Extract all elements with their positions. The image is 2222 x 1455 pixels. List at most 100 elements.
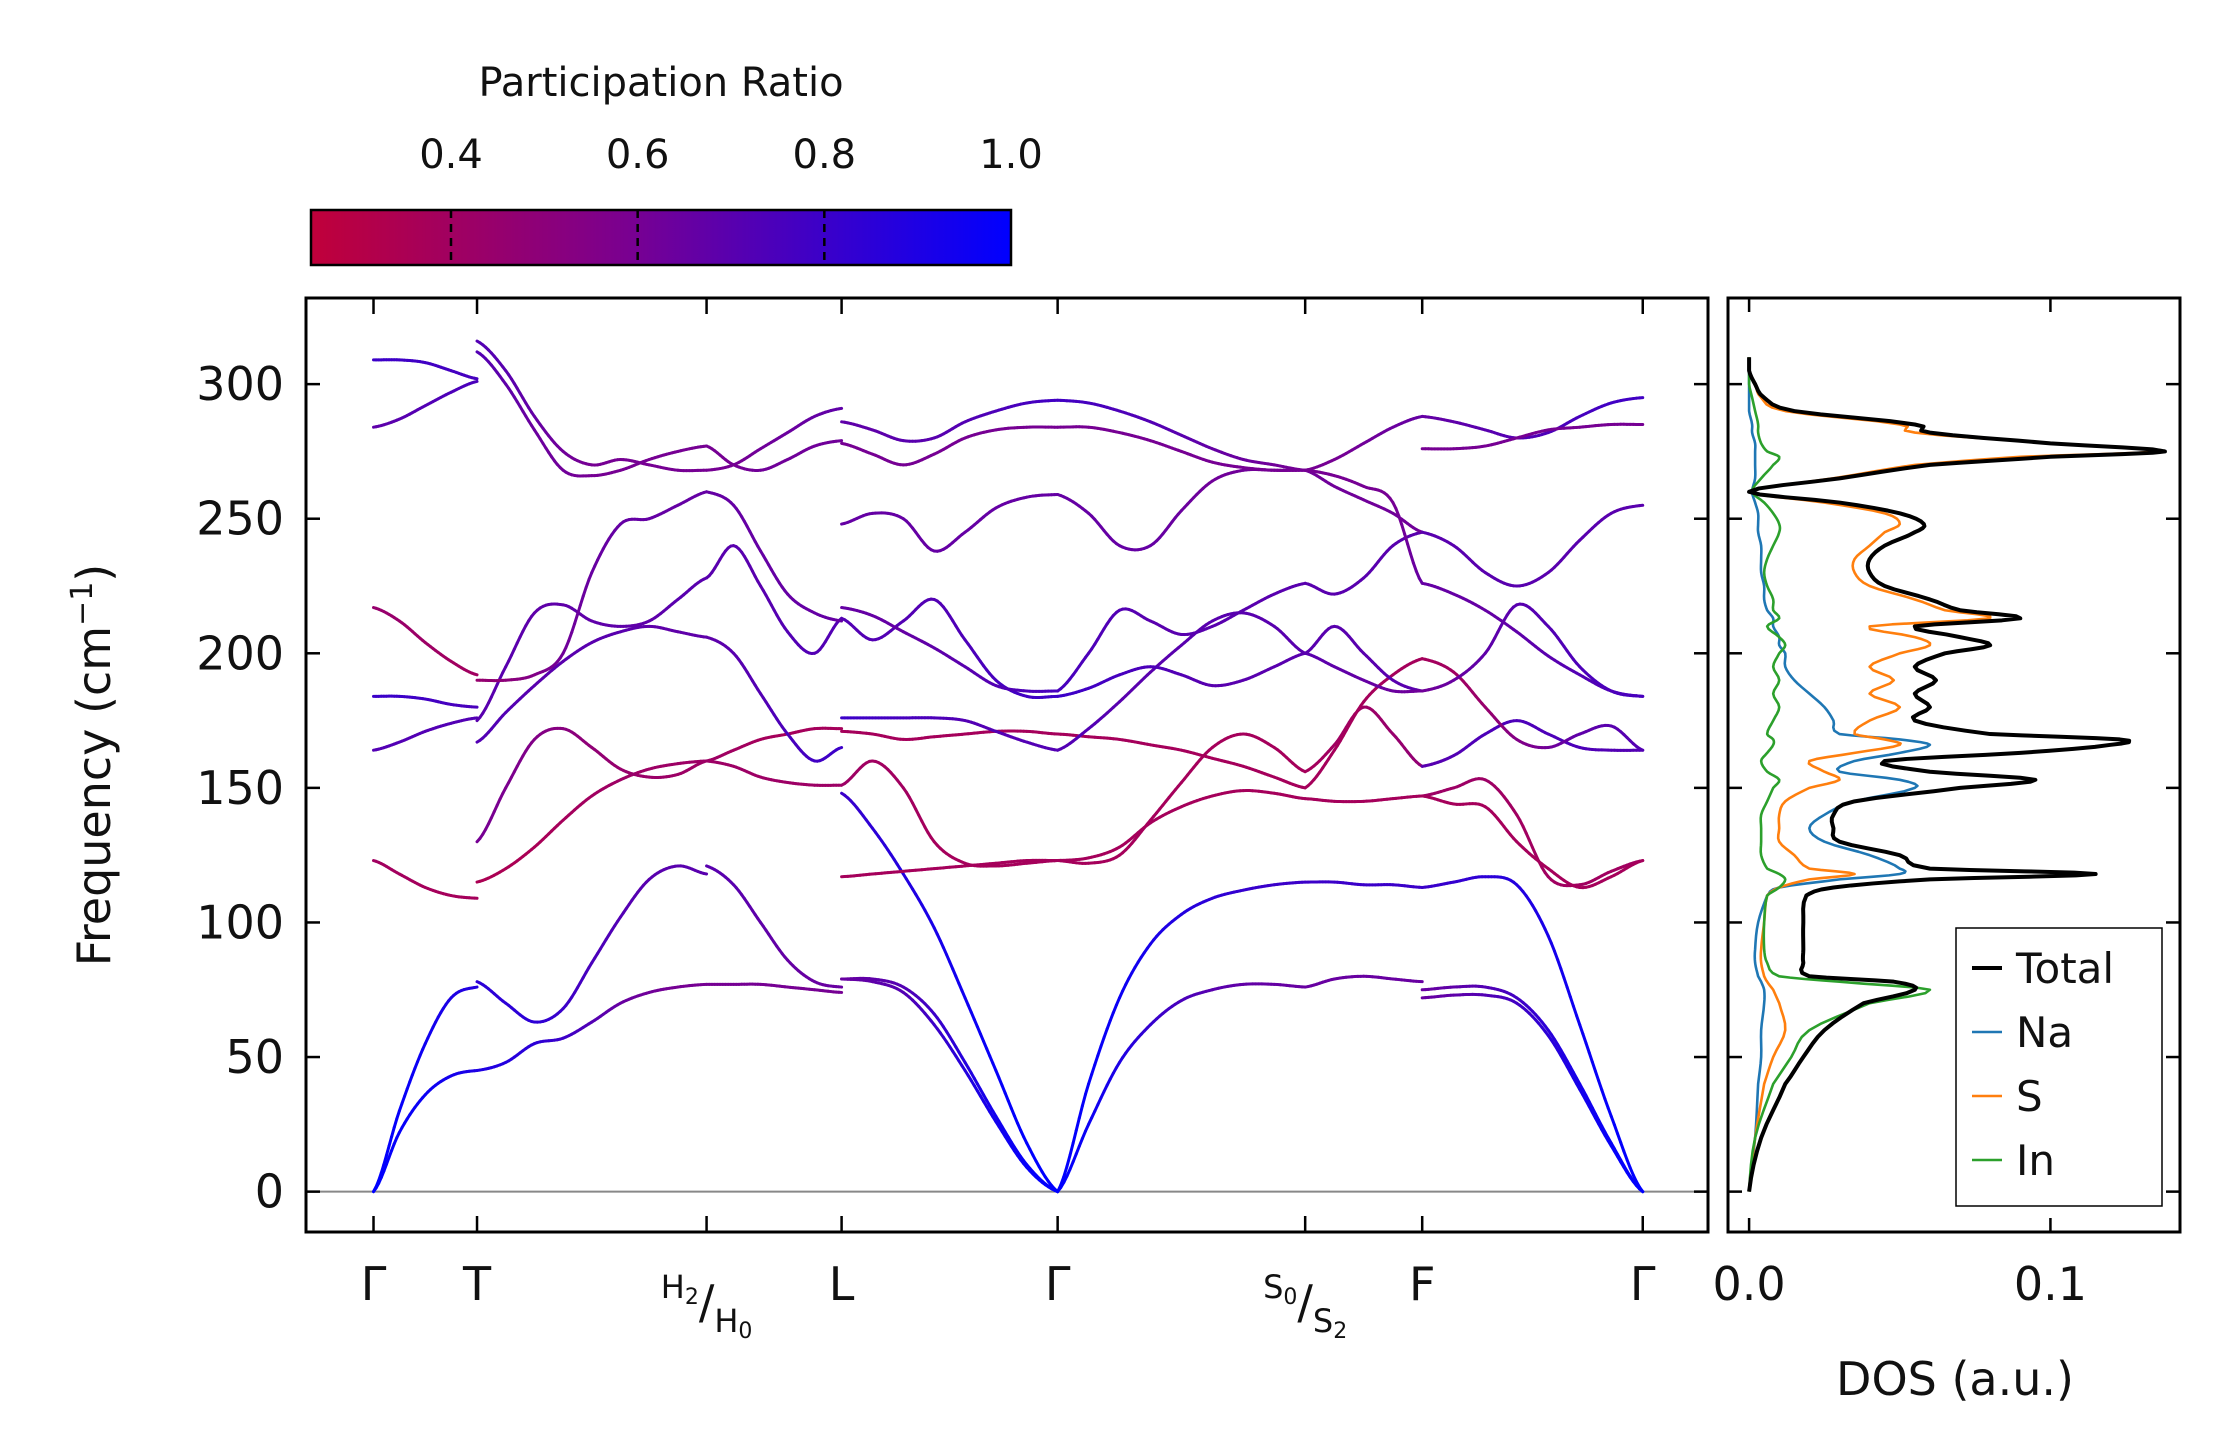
phonon-band-segment [1571, 1004, 1579, 1018]
phonon-band-segment [570, 622, 577, 634]
legend-label-na: Na [2016, 1008, 2073, 1057]
phonon-band-segment [1406, 542, 1412, 556]
phonon-band-segment [1099, 1036, 1106, 1048]
phonon-band-segment [382, 1153, 388, 1166]
dos-series-total [1747, 357, 2167, 1192]
phonon-band-segment [1565, 985, 1572, 999]
phonon-band-segment [573, 613, 579, 626]
phonon-band-segment [1553, 949, 1560, 962]
colorbar-tick-label: 0.4 [419, 132, 483, 178]
phonon-band-segment [1606, 1106, 1613, 1118]
phonon-band-segment [1619, 1140, 1626, 1153]
dos-x-tick-label: 0.0 [1713, 1257, 1786, 1311]
k-label: T [462, 1257, 492, 1311]
legend-label-total: Total [2015, 944, 2114, 993]
phonon-band-segment [575, 603, 582, 617]
frequency-axis-title: Frequency (cm−1) [65, 564, 121, 967]
y-tick-label: 250 [196, 492, 284, 546]
phonon-band-segment [472, 379, 479, 384]
phonon-band-segment [1638, 859, 1645, 864]
phonon-band-segment [1597, 1079, 1604, 1092]
y-tick-label: 150 [196, 761, 284, 815]
dos-curves [1747, 357, 2167, 1192]
dos-x-tick-label: 0.1 [2014, 1257, 2087, 1311]
phonon-band-segment [392, 1117, 399, 1129]
ylabel-main: Frequency (cm [67, 626, 121, 966]
phonon-band-segment [1400, 523, 1407, 536]
legend-label-s: S [2016, 1072, 2043, 1121]
k-label: H2/H0 [661, 1268, 753, 1344]
phonon-band-segment [581, 586, 588, 598]
frequency-axis-ticks: 0 50 100 150 200 250 300 [196, 357, 1708, 1219]
y-tick-label: 200 [196, 626, 284, 680]
phonon-band-segment [1568, 995, 1575, 1008]
phonon-band-segment [1062, 1165, 1069, 1179]
phonon-band-segment [1581, 1032, 1588, 1045]
phonon-band-segment [1575, 1014, 1582, 1027]
dos-legend: Total Na S In [1955, 927, 2163, 1207]
phonon-band-segment [1093, 1054, 1100, 1067]
dos-panel: 0.0 0.1 DOS (a.u.) Total Na S In [1713, 296, 2182, 1406]
ylabel-sup: −1 [65, 582, 100, 626]
phonon-band-segment [1059, 1175, 1066, 1187]
phonon-band-segment [390, 1125, 396, 1139]
phonon-band-segment [702, 871, 709, 876]
dos-frequency-ticks [1728, 382, 2180, 1193]
phonon-band-segment [1559, 967, 1566, 980]
phonon-bands [372, 339, 1645, 1194]
phonon-band-segment [1074, 1116, 1081, 1133]
phonon-band-segment [1087, 1072, 1094, 1086]
legend-label-in: In [2016, 1136, 2055, 1185]
phonon-band-segment [1090, 1063, 1097, 1076]
ylabel-close: ) [67, 564, 121, 582]
y-tick-label: 0 [255, 1165, 284, 1219]
phonon-band-segment [1612, 1123, 1620, 1136]
phonon-band-segment [1587, 1051, 1594, 1064]
phonon-band-segment [1083, 1082, 1091, 1096]
colorbar-tick-label: 0.8 [793, 132, 857, 178]
phonon-band-segment [1065, 1153, 1072, 1169]
phonon-band-segment [1593, 1069, 1601, 1083]
phonon-band-segment [1102, 1027, 1109, 1040]
phonon-band-segment [384, 1144, 391, 1157]
phonon-band-segment [1638, 747, 1645, 752]
k-label: L [829, 1257, 855, 1311]
phonon-band-segment [1096, 1044, 1103, 1058]
dos-series-na [1747, 357, 1932, 1192]
k-label: Γ [1045, 1257, 1071, 1311]
phonon-band-segment [1590, 1060, 1597, 1073]
phonon-band-segment [1603, 1097, 1610, 1110]
phonon-band-segment [1616, 1132, 1623, 1144]
colorbar-tick-label: 1.0 [979, 132, 1043, 178]
dos-series-in [1747, 357, 1932, 1192]
phonon-band-segment [1578, 1023, 1585, 1036]
k-label: Γ [1630, 1257, 1656, 1311]
y-tick-label: 50 [225, 1030, 284, 1084]
phonon-band-segment [1409, 552, 1415, 565]
y-tick-label: 300 [196, 357, 284, 411]
dos-axis-title: DOS (a.u.) [1836, 1352, 2074, 1406]
dos-panel-frame [1726, 296, 2182, 1234]
phonon-band-segment [1609, 1114, 1616, 1127]
band-panel-frame [304, 296, 1710, 1234]
phonon-band-segment [1562, 976, 1569, 989]
colorbar-gradient [309, 208, 1013, 267]
phonon-band-segment [1556, 958, 1563, 971]
phonon-band-segment [1397, 514, 1404, 527]
phonon-band-segment [1403, 532, 1410, 546]
colorbar-ticks: 0.4 0.6 0.8 1.0 [419, 132, 1043, 265]
phonon-band-segment [1080, 1092, 1087, 1108]
colorbar-title: Participation Ratio [478, 60, 843, 106]
colorbar-tick-label: 0.6 [606, 132, 670, 178]
phonon-band-segment [1068, 1141, 1075, 1157]
k-label: S0/S2 [1263, 1268, 1347, 1344]
colorbar: Participation Ratio 0.4 0.6 0.8 1.0 [309, 60, 1043, 267]
phonon-band-segment [387, 1135, 394, 1148]
phonon-band-segment [472, 672, 479, 677]
phonon-band-segment [1584, 1041, 1591, 1055]
y-tick-label: 100 [196, 895, 284, 949]
phonon-band-segment [578, 594, 585, 607]
k-path-ticks: Γ T H2/H0 L Γ S0/S2 F Γ [361, 298, 1656, 1344]
phonon-band-segment [837, 746, 844, 750]
